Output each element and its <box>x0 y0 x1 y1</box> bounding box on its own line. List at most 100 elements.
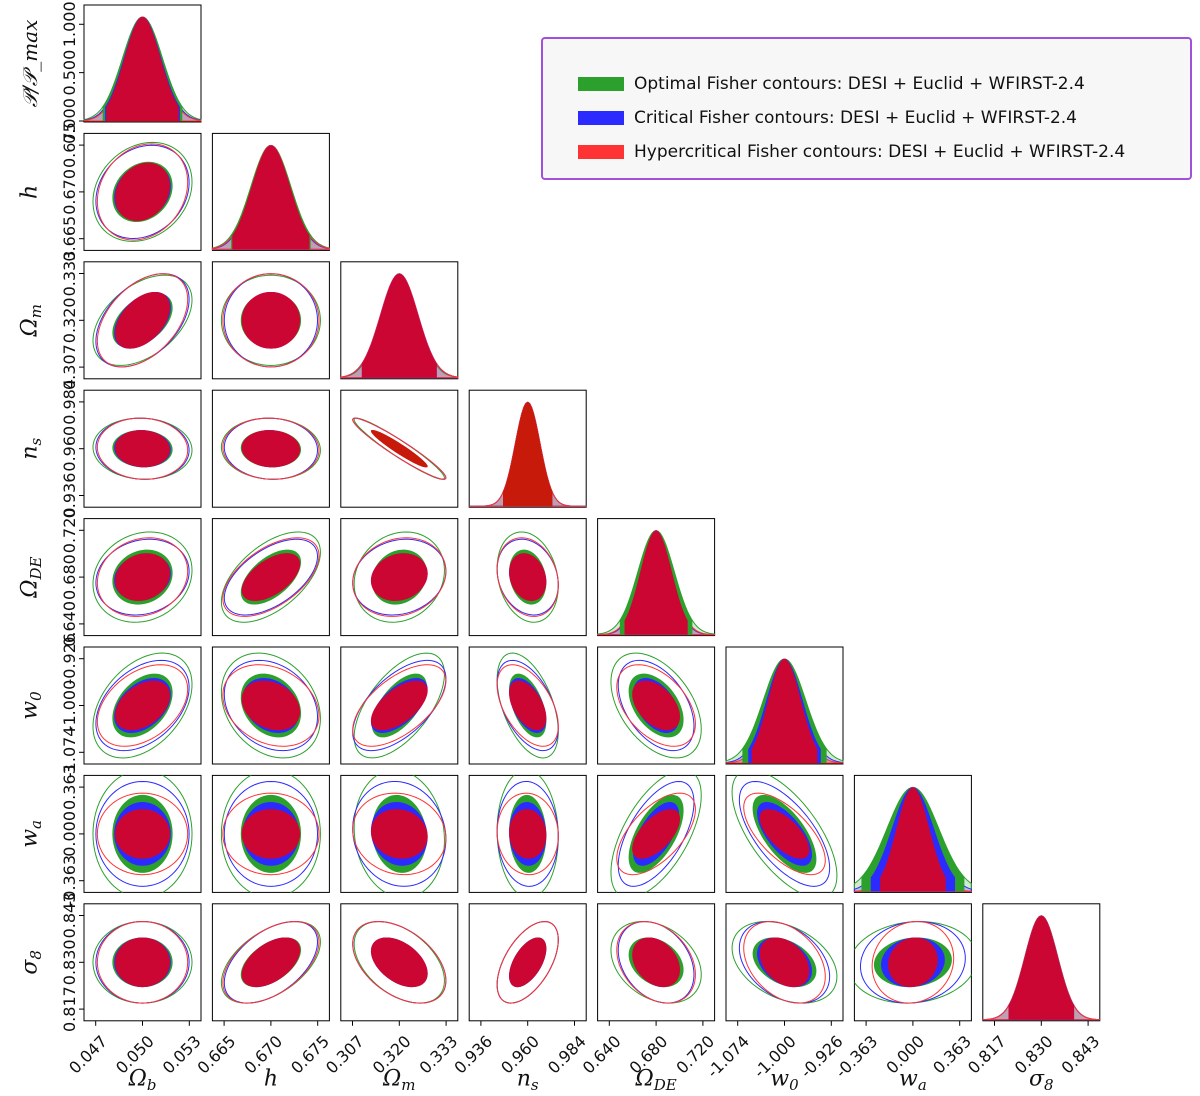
xlabel-wa: wa <box>899 1067 927 1095</box>
ylabel-w0: w0 <box>18 691 46 720</box>
legend: Optimal Fisher contours: DESI + Euclid +… <box>541 37 1192 180</box>
contour-2sigma-critical-w0-Ob <box>95 659 190 752</box>
contour-1sigma-hypercritical-wa-Ob <box>115 809 170 859</box>
contours-s8-Ob <box>92 921 193 1004</box>
contours-s8-h <box>220 921 321 1004</box>
pdf-core-hypercritical-h <box>232 145 310 250</box>
ytick-label-2-0: 0.307 <box>60 344 79 390</box>
contour-1sigma-hypercritical-ODE-h <box>241 553 301 602</box>
contours-wa-h <box>220 775 321 893</box>
contour-1sigma-hypercritical-ODE-Ob <box>115 553 170 602</box>
ytick-label-3-2: 0.984 <box>60 379 79 425</box>
contour-1sigma-hypercritical-ns-h <box>241 430 301 468</box>
ytick-label-6-0: -0.363 <box>60 855 79 907</box>
legend-label-optimal: Optimal Fisher contours: DESI + Euclid +… <box>634 74 1085 94</box>
contour-1sigma-hypercritical-s8-w0 <box>759 937 810 988</box>
pdf-core-hypercritical-ODE <box>624 530 688 635</box>
contour-2sigma-hypercritical-wa-Ob <box>96 792 189 876</box>
contour-2sigma-optimal-w0-Ob <box>92 652 193 759</box>
contour-2sigma-critical-wa-Ob <box>95 780 190 887</box>
xlabel-w0: w0 <box>770 1067 799 1095</box>
contour-2sigma-optimal-h-Ob <box>92 141 193 242</box>
contour-1sigma-hypercritical-s8-Ob <box>115 937 170 988</box>
contour-1sigma-hypercritical-wa-ODE <box>632 809 681 859</box>
contour-1sigma-hypercritical-ns-Ob <box>115 430 170 468</box>
contour-2sigma-hypercritical-w0-Ob <box>96 664 189 747</box>
xtick-label-Om-2: 0.333 <box>416 1032 462 1078</box>
contour-2sigma-hypercritical-wa-ODE <box>616 792 696 876</box>
contour-2sigma-optimal-wa-ns <box>496 775 559 893</box>
contours-ns-Ob <box>92 417 193 480</box>
contour-2sigma-hypercritical-ns-Om <box>352 417 447 480</box>
ylabel-diag: 𝒫/𝒫_max <box>18 20 42 108</box>
contour-1sigma-hypercritical-wa-h <box>241 809 301 859</box>
contour-1sigma-hypercritical-s8-Om <box>370 937 428 988</box>
contours-ODE-Om <box>352 531 447 623</box>
xlabel-Om: Ωm <box>382 1067 415 1095</box>
ylabel-s8: σ8 <box>18 950 46 975</box>
contours-ODE-Ob <box>92 531 193 623</box>
contour-2sigma-optimal-w0-h <box>220 652 321 759</box>
contour-1sigma-hypercritical-s8-ns <box>509 937 547 988</box>
ytick-label-1-1: 0.670 <box>60 169 79 215</box>
ylabel-Om: Ωm <box>18 304 46 337</box>
contour-1sigma-hypercritical-w0-ODE <box>632 680 681 731</box>
contour-2sigma-hypercritical-ns-h <box>222 417 320 480</box>
ytick-label-4-0: 0.640 <box>60 601 79 647</box>
contours-ns-h <box>220 417 321 480</box>
contour-2sigma-optimal-ODE-Om <box>353 531 445 623</box>
contour-1sigma-hypercritical-w0-Om <box>370 680 428 731</box>
contours-h-Ob <box>92 141 193 242</box>
ylabel-ODE: ΩDE <box>18 556 46 598</box>
legend-swatch-optimal <box>578 77 624 91</box>
contour-2sigma-hypercritical-wa-w0 <box>743 792 826 876</box>
ylabel-ns: ns <box>18 437 46 459</box>
contour-1sigma-hypercritical-w0-Ob <box>115 680 170 731</box>
xtick-label-s8-2: 0.843 <box>1058 1032 1104 1078</box>
contour-2sigma-critical-wa-h <box>223 780 319 887</box>
contour-2sigma-hypercritical-s8-h <box>222 921 320 1004</box>
contours-w0-h <box>220 652 321 759</box>
xlabel-ODE: ΩDE <box>634 1067 676 1095</box>
contour-1sigma-hypercritical-ns-Om <box>370 430 428 468</box>
contour-1sigma-hypercritical-Om-h <box>241 291 301 349</box>
contours-w0-ns <box>496 652 559 759</box>
contour-2sigma-critical-wa-ODE <box>617 780 695 887</box>
contour-2sigma-hypercritical-wa-Om <box>352 792 447 876</box>
contour-2sigma-hypercritical-ODE-ns <box>496 537 559 617</box>
contour-1sigma-hypercritical-ODE-ns <box>509 553 547 602</box>
pdf-core-hypercritical-Ob <box>106 17 179 121</box>
ytick-label-2-2: 0.333 <box>60 251 79 297</box>
xtick-label-ODE-0: 0.640 <box>579 1032 625 1078</box>
contour-2sigma-optimal-s8-Ob <box>92 921 193 1004</box>
xlabel-h: h <box>264 1067 278 1092</box>
contour-1sigma-hypercritical-w0-ns <box>509 680 547 731</box>
contours-s8-wa <box>854 921 972 1004</box>
contours-wa-Ob <box>92 775 193 893</box>
contours-ns-Om <box>352 417 447 480</box>
contour-2sigma-hypercritical-ODE-Ob <box>96 537 189 617</box>
xtick-label-h-0: 0.665 <box>194 1032 240 1078</box>
pdf-core-hypercritical-ns <box>503 402 553 507</box>
xtick-label-s8-0: 0.817 <box>964 1032 1010 1078</box>
contour-2sigma-hypercritical-h-Ob <box>96 143 189 241</box>
contour-1sigma-hypercritical-ODE-Om <box>370 553 428 602</box>
legend-swatch-critical <box>578 111 624 125</box>
contour-1sigma-hypercritical-s8-wa <box>888 937 938 988</box>
legend-item-optimal: Optimal Fisher contours: DESI + Euclid +… <box>578 71 1085 97</box>
contours-wa-Om <box>352 775 447 893</box>
contour-1sigma-hypercritical-Om-Ob <box>115 291 170 349</box>
contour-2sigma-critical-wa-ns <box>496 780 559 887</box>
legend-item-hypercritical: Hypercritical Fisher contours: DESI + Eu… <box>578 139 1125 165</box>
xlabel-ns: ns <box>517 1067 539 1095</box>
contour-2sigma-hypercritical-wa-ns <box>496 792 559 876</box>
contour-2sigma-hypercritical-wa-h <box>222 792 320 876</box>
ytick-label-3-1: 0.960 <box>60 426 79 472</box>
xtick-label-h-2: 0.675 <box>287 1032 333 1078</box>
contour-1sigma-hypercritical-s8-ODE <box>632 937 681 988</box>
xlabel-s8: σ8 <box>1029 1067 1054 1095</box>
contour-2sigma-optimal-ODE-h <box>220 531 321 623</box>
ytick-label-5-1: -1.000 <box>60 680 79 732</box>
contour-1sigma-hypercritical-wa-w0 <box>759 809 810 859</box>
ytick-label-0-0: 0.000 <box>60 98 79 144</box>
